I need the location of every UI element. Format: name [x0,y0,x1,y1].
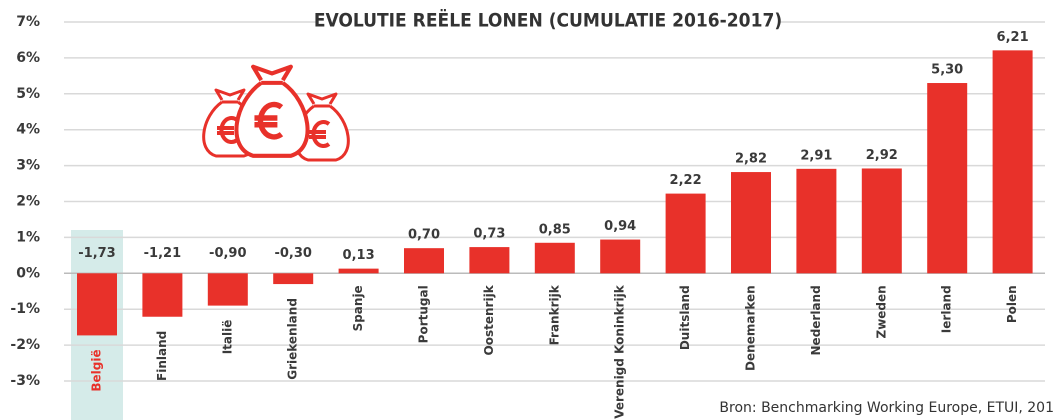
y-tick-label: 3% [16,158,40,174]
x-tick-label: Oostenrijk [482,284,496,355]
bar [927,83,968,274]
value-label: 2,82 [735,152,767,167]
value-label: 0,94 [604,219,636,234]
x-tick-label: Polen [1005,285,1019,323]
bar [273,273,314,285]
bar [207,273,248,306]
value-label: 2,91 [800,148,832,163]
chart-title: EVOLUTIE REËLE LONEN (CUMULATIE 2016-201… [314,8,782,32]
bar [469,247,510,274]
y-tick-label: 5% [16,86,40,102]
bar [534,242,575,274]
value-label: 0,13 [343,248,375,263]
x-tick-label: Portugal [417,285,431,343]
value-label: -0,30 [274,246,311,261]
bar [77,273,117,336]
x-tick-label: Griekenland [286,298,300,380]
x-tick-label: Nederland [809,285,823,355]
y-tick-label: 4% [16,122,40,138]
x-tick-label: Frankrijk [547,284,561,345]
value-label: -1,21 [144,246,181,261]
value-label: 0,73 [473,227,505,242]
y-tick-label: -1% [10,301,40,317]
x-tick-label: Ierland [940,285,954,333]
money-bags-icon [202,64,350,162]
x-tick-label: Spanje [351,285,365,331]
x-tick-label: Italië [220,320,234,355]
bar [992,50,1033,274]
y-tick-label: 2% [16,194,40,210]
x-tick-label: Verenigd Koninkrijk [613,284,627,418]
bar [861,168,902,274]
x-tick-label: Duitsland [678,285,692,350]
bar [796,168,837,274]
y-tick-label: 7% [16,14,40,30]
value-label: 2,92 [866,148,898,163]
title-background [318,6,778,36]
y-tick-label: 6% [16,50,40,66]
value-label: 2,22 [670,173,702,188]
value-label: -0,90 [209,246,246,261]
bar [665,193,706,274]
bar [404,248,444,274]
y-tick-label: 1% [16,229,40,245]
y-tick-label: 0% [16,265,40,281]
source: Bron: Benchmarking Working Europe, ETUI,… [719,400,1054,416]
bar [600,239,641,274]
y-tick-label: -2% [10,337,40,353]
value-label: 0,70 [408,228,440,243]
value-label: 0,85 [539,222,571,237]
value-label: 5,30 [931,63,963,78]
bar [731,172,771,274]
value-label: -1,73 [78,246,115,261]
y-tick-label: -3% [10,373,40,389]
bar [338,268,379,274]
x-tick-label: België [90,349,104,391]
x-tick-label: Zweden [874,285,888,338]
x-tick-label: Finland [155,331,169,381]
value-label: 6,21 [997,30,1029,45]
x-tick-label: Denemarken [744,285,758,371]
bar [142,273,183,317]
